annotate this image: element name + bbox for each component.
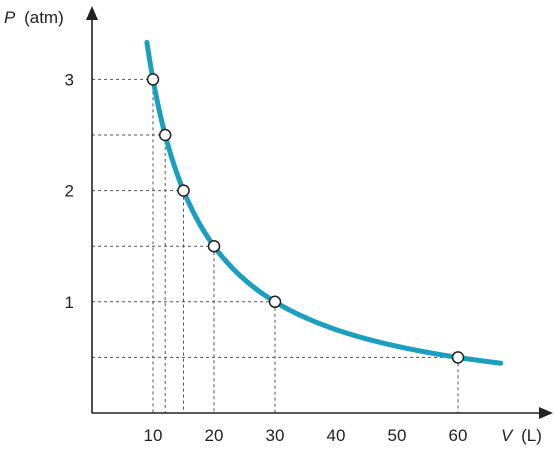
x-axis-unit: (L) (521, 426, 542, 445)
y-axis-label: P (atm) (4, 8, 64, 27)
x-tick-label-40: 40 (327, 426, 346, 445)
data-points (146, 73, 465, 364)
y-tick-label-3: 3 (65, 70, 74, 89)
data-point-1 (158, 128, 172, 142)
pv-curve (144, 39, 504, 366)
y-tick-label-2: 2 (65, 182, 74, 201)
data-point-3 (207, 239, 221, 253)
y-axis-symbol: P (4, 8, 16, 27)
y-tick-label-1: 1 (65, 293, 74, 312)
x-tick-label-50: 50 (388, 426, 407, 445)
y-tick-labels: 1 2 3 (65, 70, 74, 311)
x-tick-label-20: 20 (205, 426, 224, 445)
data-point-4 (268, 295, 282, 309)
x-tick-label-30: 30 (266, 426, 285, 445)
data-point-0 (146, 73, 160, 86)
x-axis-label: V (L) (501, 426, 542, 445)
data-point-5 (451, 351, 465, 364)
curve-layer (144, 39, 504, 366)
x-tick-label-10: 10 (144, 426, 163, 445)
x-tick-label-60: 60 (449, 426, 468, 445)
x-axis-arrow (539, 407, 553, 419)
data-point-2 (177, 184, 190, 197)
y-axis-unit: (atm) (24, 8, 64, 27)
dashed-guide-lines (92, 78, 459, 413)
x-axis-symbol: V (501, 426, 514, 445)
y-axis-arrow (86, 6, 98, 20)
x-tick-labels: 10 20 30 40 50 60 (144, 426, 468, 445)
